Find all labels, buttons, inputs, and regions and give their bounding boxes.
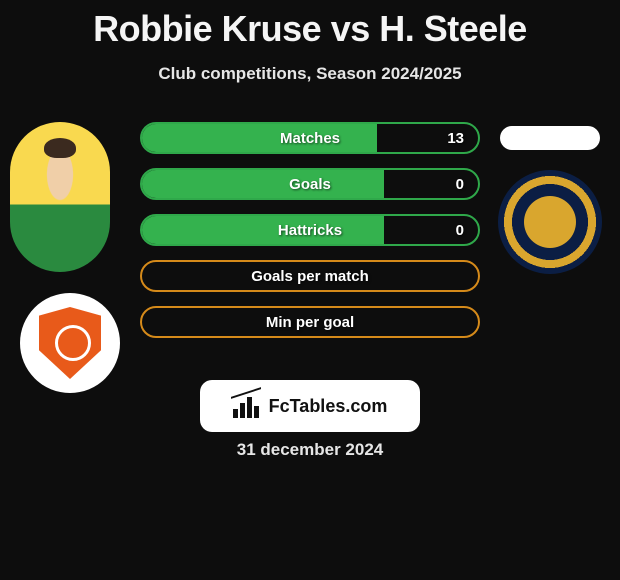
stat-bar-goals-per-match: Goals per match bbox=[140, 260, 480, 292]
player-left-avatar bbox=[10, 122, 110, 272]
subtitle: Club competitions, Season 2024/2025 bbox=[0, 64, 620, 84]
club-right-inner-icon bbox=[524, 196, 576, 248]
bar-chart-icon bbox=[233, 394, 261, 418]
shield-icon bbox=[39, 307, 101, 379]
stat-bar-goals: Goals 0 bbox=[140, 168, 480, 200]
brand-text: FcTables.com bbox=[269, 396, 388, 417]
brand-pill: FcTables.com bbox=[200, 380, 420, 432]
club-left-badge bbox=[20, 293, 120, 393]
page-title: Robbie Kruse vs H. Steele bbox=[0, 0, 620, 50]
stat-bar-label: Goals bbox=[142, 170, 478, 198]
date-text: 31 december 2024 bbox=[0, 440, 620, 460]
stat-bar-label: Min per goal bbox=[142, 308, 478, 336]
stat-bar-hattricks: Hattricks 0 bbox=[140, 214, 480, 246]
stat-bar-label: Goals per match bbox=[142, 262, 478, 290]
club-right-badge bbox=[498, 170, 602, 274]
player-right-pill bbox=[500, 126, 600, 150]
stat-bar-label: Matches bbox=[142, 124, 478, 152]
stat-bars: Matches 13 Goals 0 Hattricks 0 Goals per… bbox=[140, 122, 480, 338]
stat-bar-value: 0 bbox=[456, 170, 464, 198]
stat-bar-matches: Matches 13 bbox=[140, 122, 480, 154]
stat-bar-value: 13 bbox=[447, 124, 464, 152]
stat-bar-value: 0 bbox=[456, 216, 464, 244]
stat-bar-min-per-goal: Min per goal bbox=[140, 306, 480, 338]
stat-bar-label: Hattricks bbox=[142, 216, 478, 244]
